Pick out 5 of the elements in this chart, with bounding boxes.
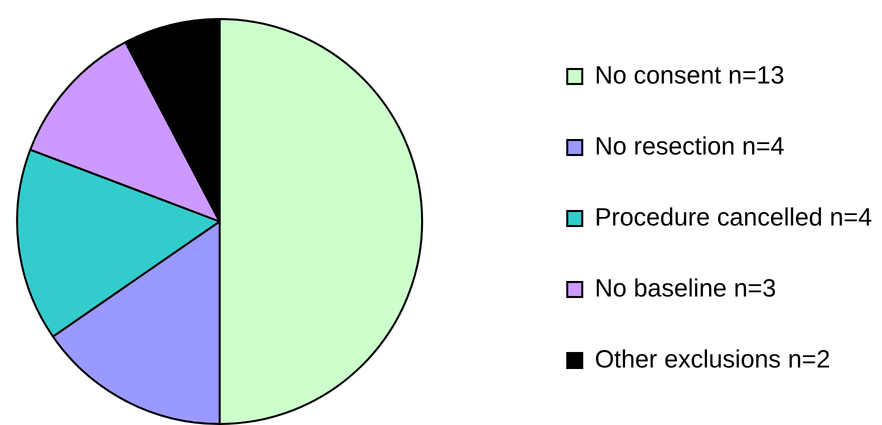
legend-label: No baseline n=3 <box>594 274 776 302</box>
legend-label: Other exclusions n=2 <box>594 345 830 374</box>
legend-label: Procedure cancelled n=4 <box>594 203 872 232</box>
legend-label: No resection n=4 <box>594 132 785 160</box>
legend-label: No consent n=13 <box>594 61 784 90</box>
